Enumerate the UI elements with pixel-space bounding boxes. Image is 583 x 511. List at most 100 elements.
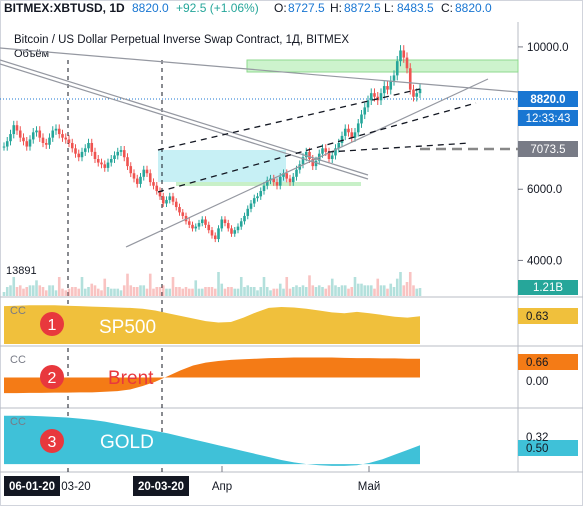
candle-body bbox=[382, 86, 386, 94]
time-marker-2-label: 20-03-20 bbox=[138, 481, 184, 493]
volume-bar bbox=[51, 285, 55, 296]
resistance-zone[interactable] bbox=[246, 59, 519, 73]
candle-body bbox=[363, 107, 367, 115]
volume-bar bbox=[347, 288, 350, 296]
volume-bar bbox=[236, 288, 240, 296]
series-number: 3 bbox=[48, 434, 57, 451]
volume-bar bbox=[109, 288, 113, 296]
volume-bar bbox=[408, 272, 412, 296]
volume-bar bbox=[191, 288, 194, 296]
brent-correlation-area bbox=[4, 357, 420, 394]
candle-body bbox=[291, 176, 295, 183]
volume-bar bbox=[181, 288, 185, 296]
candle-body bbox=[386, 86, 389, 90]
indicator-title[interactable]: CC bbox=[10, 416, 26, 428]
consolidation-zone[interactable] bbox=[158, 150, 286, 182]
candle-body bbox=[295, 169, 298, 177]
indicator-value-badge bbox=[518, 440, 578, 456]
indicator-pane-sp500[interactable]: CC 1 SP500 0.63 bbox=[4, 305, 578, 344]
candle-body bbox=[18, 130, 22, 138]
volume-bar bbox=[399, 272, 402, 296]
candle-body bbox=[15, 125, 19, 131]
candle-body bbox=[265, 180, 269, 186]
symbol-title[interactable]: BITMEX:XBTUSD, 1D bbox=[4, 1, 125, 15]
volume-bar bbox=[239, 277, 243, 296]
candle-body bbox=[220, 219, 224, 229]
candle-body bbox=[282, 173, 285, 177]
indicator-pane-gold[interactable]: CC 3 GOLD 0.500.32 bbox=[4, 415, 578, 466]
volume-bar bbox=[90, 283, 94, 296]
candle-body bbox=[379, 93, 383, 101]
wedge-dashed-support[interactable] bbox=[327, 142, 471, 153]
volume-bar bbox=[2, 292, 6, 296]
volume-bar bbox=[12, 273, 16, 296]
volume-bar bbox=[366, 285, 370, 296]
volume-bar bbox=[395, 278, 399, 296]
candle-body bbox=[77, 153, 81, 158]
series-name-label: Brent bbox=[108, 368, 154, 389]
candle-body bbox=[395, 61, 399, 76]
indicator-value-badge bbox=[518, 308, 578, 324]
indicator-value-badge bbox=[518, 354, 578, 370]
open-value: 8727.5 bbox=[288, 1, 325, 15]
volume-bar bbox=[25, 287, 29, 296]
time-axis[interactable]: 06-01-20 03-20 20-03-20 Апр Май bbox=[4, 466, 380, 496]
price-badge bbox=[518, 91, 578, 107]
volume-bar bbox=[15, 287, 19, 296]
volume-bar bbox=[171, 277, 175, 296]
volume-bar bbox=[288, 288, 292, 296]
volume-bar bbox=[386, 288, 389, 296]
candle-body bbox=[200, 219, 204, 224]
candle-body bbox=[25, 141, 29, 147]
volume-bar bbox=[343, 285, 347, 296]
indicator-tick-label: 0.00 bbox=[526, 376, 548, 388]
volume-bar bbox=[61, 288, 64, 296]
volume-bar bbox=[353, 277, 357, 296]
trendline-rising[interactable] bbox=[125, 78, 489, 248]
candle-body bbox=[9, 134, 12, 142]
candle-body bbox=[278, 176, 282, 186]
series-number-badge bbox=[40, 365, 64, 389]
candle-body bbox=[158, 191, 162, 197]
trendline-top[interactable] bbox=[0, 47, 519, 93]
volume-bar bbox=[369, 285, 373, 296]
candle-body bbox=[90, 142, 94, 152]
volume-bar bbox=[282, 288, 285, 296]
volume-bar bbox=[5, 287, 9, 296]
volume-bar bbox=[314, 287, 318, 296]
candle-body bbox=[171, 196, 175, 202]
candle-body bbox=[343, 128, 347, 136]
candle-body bbox=[373, 93, 376, 97]
candle-body bbox=[369, 93, 373, 101]
volume-bar bbox=[295, 285, 298, 296]
volume-bar bbox=[148, 273, 152, 296]
volume-bar bbox=[317, 285, 321, 296]
volume-bar bbox=[405, 282, 409, 296]
wedge-dashed-lower[interactable] bbox=[157, 102, 477, 193]
candle-body bbox=[41, 137, 45, 143]
candle-body bbox=[311, 159, 315, 167]
volume-bar bbox=[402, 285, 406, 296]
indicator-pane-brent[interactable]: CC 2 Brent 0.66 0.00 bbox=[4, 354, 578, 394]
time-marker-1 bbox=[4, 476, 60, 496]
main-pane[interactable] bbox=[0, 59, 519, 472]
candle-body bbox=[35, 130, 38, 133]
volume-bar bbox=[265, 287, 269, 296]
indicator-title[interactable]: CC bbox=[10, 305, 26, 317]
trendline-channel-upper[interactable] bbox=[0, 59, 369, 176]
close-label: C: bbox=[441, 1, 453, 15]
trendline-channel-lower[interactable] bbox=[0, 63, 369, 180]
candle-body bbox=[356, 123, 360, 133]
indicator-title[interactable]: CC bbox=[10, 354, 26, 366]
price-badge-text: 8820.0 bbox=[530, 94, 565, 106]
candle-body bbox=[57, 128, 61, 135]
timer-badge-text: 12:33:43 bbox=[526, 113, 571, 125]
candle-body bbox=[142, 169, 146, 177]
price-tick-label: 4000.0 bbox=[527, 255, 562, 267]
level-badge-text: 7073.5 bbox=[530, 144, 565, 156]
wedge-dashed-upper[interactable] bbox=[157, 88, 421, 151]
trendlines[interactable] bbox=[0, 47, 519, 248]
candle-body bbox=[366, 100, 370, 108]
volume-bar bbox=[22, 288, 25, 296]
